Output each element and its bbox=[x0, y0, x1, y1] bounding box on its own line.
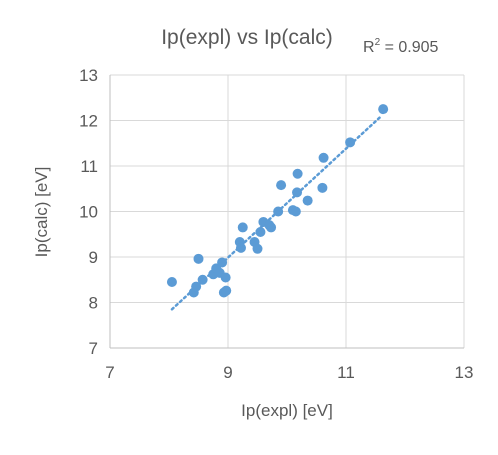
axes bbox=[109, 75, 464, 349]
data-point-12 bbox=[221, 285, 232, 296]
gridlines bbox=[110, 74, 465, 348]
x-tick-label-7: 7 bbox=[105, 363, 114, 382]
x-tick-label-13: 13 bbox=[455, 363, 474, 382]
data-point-32 bbox=[378, 104, 389, 115]
r-squared-value: = 0.905 bbox=[380, 39, 438, 56]
data-point-26 bbox=[292, 187, 303, 198]
y-tick-label-11: 11 bbox=[80, 157, 98, 176]
data-point-31 bbox=[345, 137, 356, 148]
y-tick-label-8: 8 bbox=[89, 294, 98, 313]
data-point-3 bbox=[191, 281, 202, 292]
data-point-21 bbox=[266, 222, 277, 233]
tick-labels: 7 8 9 10 11 12 13 7 9 11 13 bbox=[79, 66, 473, 382]
data-point-17 bbox=[252, 243, 263, 254]
y-tick-label-12: 12 bbox=[79, 112, 98, 131]
data-point-5 bbox=[197, 274, 208, 285]
r-squared-superscript: 2 bbox=[375, 37, 381, 48]
data-point-23 bbox=[276, 180, 287, 191]
x-tick-label-11: 11 bbox=[337, 363, 355, 382]
x-axis-label: Ip(expl) [eV] bbox=[241, 401, 333, 420]
y-tick-label-9: 9 bbox=[89, 248, 98, 267]
data-point-30 bbox=[318, 152, 329, 163]
y-axis-label: Ip(calc) [eV] bbox=[32, 167, 51, 258]
chart-title: Ip(expl) vs Ip(calc) bbox=[161, 26, 333, 49]
data-point-29 bbox=[317, 182, 328, 193]
r-squared-label: R2 = 0.905 bbox=[363, 37, 439, 56]
data-points bbox=[166, 104, 389, 298]
x-tick-label-9: 9 bbox=[223, 363, 232, 382]
data-point-15 bbox=[237, 222, 248, 233]
data-point-22 bbox=[273, 206, 284, 217]
data-point-27 bbox=[292, 168, 303, 179]
r-squared-symbol: R bbox=[363, 39, 375, 56]
data-point-18 bbox=[255, 226, 266, 237]
data-point-28 bbox=[302, 195, 313, 206]
data-point-11 bbox=[220, 272, 231, 283]
data-point-4 bbox=[193, 253, 204, 264]
data-point-9 bbox=[217, 257, 228, 268]
y-tick-label-10: 10 bbox=[79, 203, 98, 222]
data-point-14 bbox=[235, 242, 246, 253]
y-tick-label-13: 13 bbox=[79, 66, 98, 85]
data-point-1 bbox=[166, 277, 177, 288]
data-point-25 bbox=[290, 206, 301, 217]
y-tick-label-7: 7 bbox=[89, 339, 98, 358]
